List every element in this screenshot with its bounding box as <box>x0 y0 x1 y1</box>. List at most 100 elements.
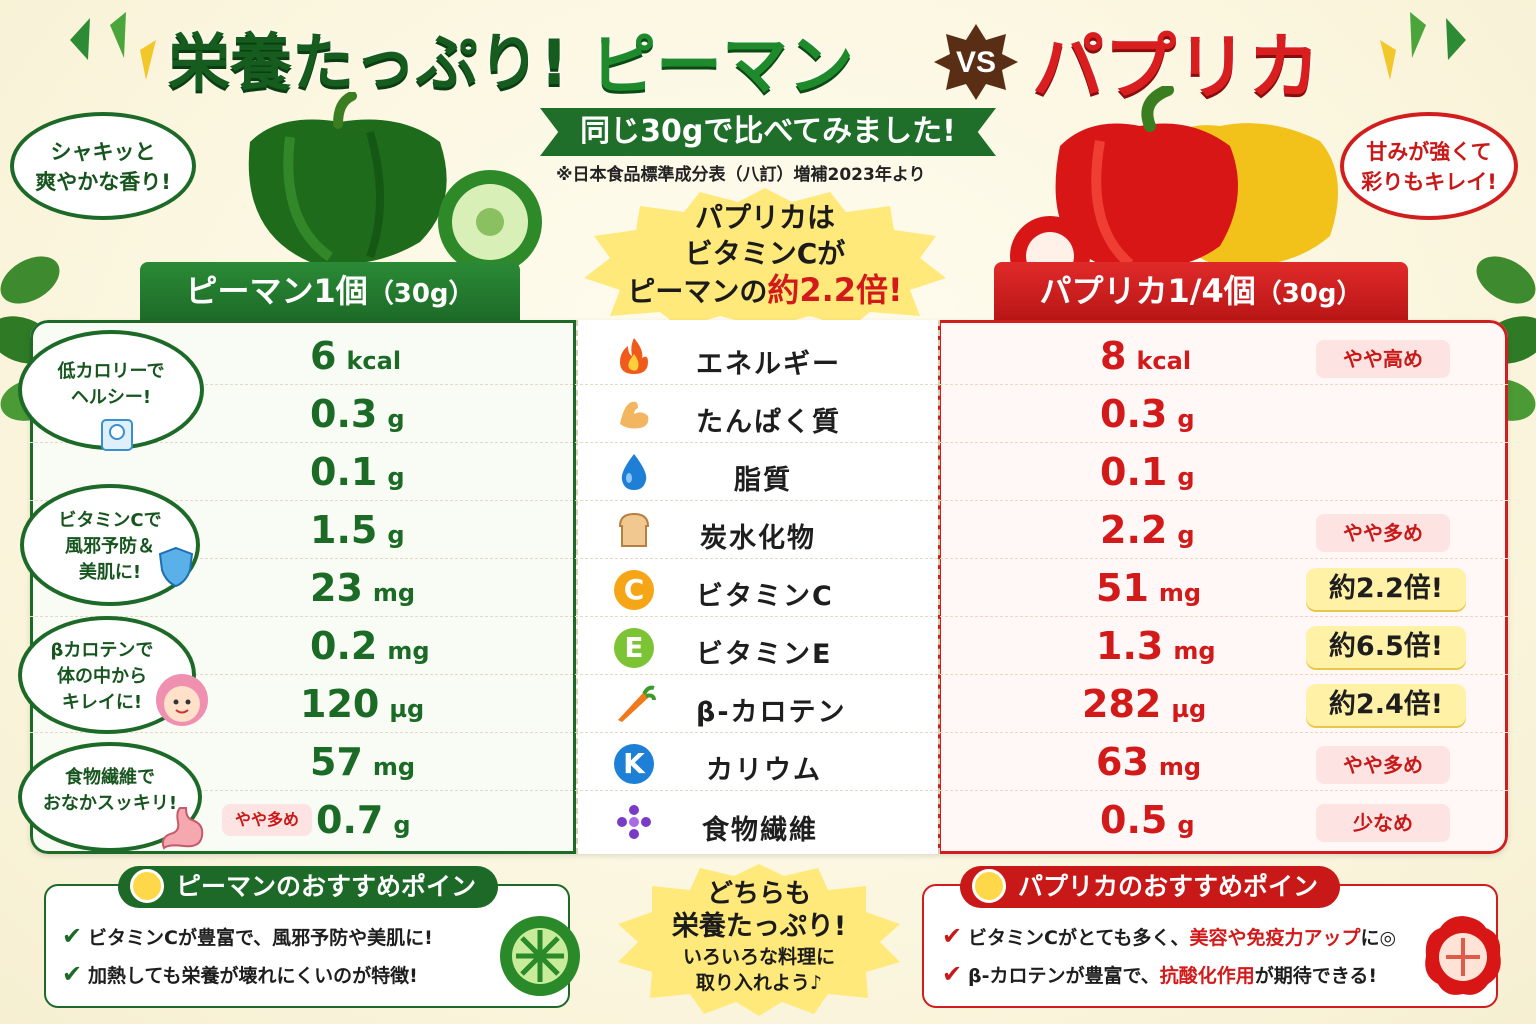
burst-line2: ビタミンCが <box>684 237 846 270</box>
paprika-header-weight: （30g） <box>1255 279 1363 309</box>
subtitle-ribbon: 同じ30gで比べてみました! <box>540 108 996 156</box>
piman-unit: g <box>387 463 405 491</box>
check-icon: ✔ <box>942 960 963 988</box>
paprika-value: 282 <box>1082 682 1162 726</box>
row-divider <box>30 558 1508 559</box>
comparison-tag: 約6.5倍! <box>1306 626 1466 668</box>
paprika-value: 1.3 <box>1096 624 1164 668</box>
paprika-unit: µg <box>1171 695 1207 723</box>
nutrient-name: ビタミンC <box>696 581 834 612</box>
comparison-tag: 約2.2倍! <box>1306 568 1466 610</box>
nutrient-name: エネルギー <box>696 349 841 380</box>
piman-point-text: 加熱しても栄養が壊れにくいのが特徴! <box>88 965 418 987</box>
piman-unit: g <box>387 405 405 433</box>
nutrient-name: 炭水化物 <box>700 523 816 554</box>
bottom-burst: どちらも 栄養たっぷり! いろいろな料理に 取り入れよう♪ <box>630 878 888 996</box>
table-row-potassium-paprika: 63 mg <box>1096 740 1201 784</box>
bubble-line: おなかスッキリ! <box>42 793 178 814</box>
row-divider <box>30 384 1508 385</box>
paprika-value: 0.1 <box>1100 450 1168 494</box>
green-pepper-illustration <box>248 92 542 268</box>
stomach-icon <box>161 807 204 850</box>
piman-column-header: ピーマン1個（30g） <box>140 262 520 322</box>
check-icon: ✔ <box>62 922 83 950</box>
paprika-point-text: に◎ <box>1360 927 1397 949</box>
bottom-burst-line3: いろいろな料理に <box>682 946 835 968</box>
fiber-dots-icon <box>617 805 651 839</box>
paprika-point-highlight: 美容や免疫力アップ <box>1189 927 1361 949</box>
column-divider <box>576 320 578 854</box>
table-row-potassium-piman: 57 mg <box>310 740 415 784</box>
bubble-paprika-sweet: 甘みが強くて 彩りもキレイ! <box>1340 112 1518 220</box>
paprika-value: 8 <box>1100 334 1127 378</box>
vitamin-c-icon: C <box>614 570 654 610</box>
piman-unit: mg <box>372 579 416 607</box>
title-rays-left-icon <box>70 12 156 80</box>
bubble-line: 爽やかな香り! <box>35 170 171 194</box>
row-divider <box>30 732 1508 733</box>
paprika-point-1: ✔ ビタミンCがとても多く、美容や免疫力アップに◎ <box>942 922 1396 950</box>
table-row-fat-piman: 0.1 g <box>310 450 405 494</box>
nutrient-name: 食物繊維 <box>702 815 818 846</box>
burst-line3-prefix: ピーマンの <box>627 275 768 308</box>
bubble-line: 風邪予防＆ <box>65 536 155 557</box>
piman-value: 57 <box>310 740 363 784</box>
paprika-unit: mg <box>1173 637 1216 665</box>
scale-icon <box>101 419 133 451</box>
table-row-protein-piman: 0.3 g <box>310 392 405 436</box>
comparison-tag: やや多め <box>1316 746 1450 784</box>
potassium-k-icon: K <box>614 744 654 784</box>
column-divider <box>938 320 940 854</box>
water-drop-icon <box>621 454 647 490</box>
paprika-value: 0.3 <box>1100 392 1168 436</box>
table-row-carbs-paprika: 2.2 g <box>1100 508 1195 552</box>
title-part3: パプリカ <box>1032 25 1321 109</box>
bottom-burst-shape <box>618 864 900 1016</box>
piman-value: 6 <box>310 334 337 378</box>
paprika-point-text: β-カロテンが豊富で、 <box>968 965 1160 987</box>
fire-icon <box>620 338 648 374</box>
bread-icon <box>618 512 650 547</box>
check-icon: ✔ <box>62 960 83 988</box>
piman-value: 23 <box>310 566 363 610</box>
row-divider <box>30 442 1508 443</box>
piman-header-label: ピーマン1個 <box>185 272 368 310</box>
paprika-point-text: が期待できる! <box>1254 965 1378 987</box>
paprika-value: 0.5 <box>1100 798 1168 842</box>
bubble-line: シャキッと <box>50 140 156 164</box>
paprika-unit: kcal <box>1136 347 1192 375</box>
bubble-line: 彩りもキレイ! <box>1361 170 1497 194</box>
piman-value: 120 <box>300 682 380 726</box>
paprika-unit: g <box>1177 811 1195 839</box>
comparison-tag: 約2.4倍! <box>1306 684 1466 726</box>
title-part1: 栄養たっぷり! <box>168 26 569 99</box>
paprika-unit: mg <box>1158 579 1202 607</box>
piman-unit: µg <box>389 695 425 723</box>
bubble-line: βカロテンで <box>50 640 154 661</box>
paprika-card-header: パプリカのおすすめポイント <box>960 866 1340 943</box>
bubble-line: 美肌に! <box>78 562 142 583</box>
paprika-column-header: パプリカ1/4個（30g） <box>994 262 1408 322</box>
nutrition-table: 6 kcal エネルギー 8 kcal やや高め 0.3 g たんぱく質 0.3 g 0… <box>30 320 1508 854</box>
bottom-burst-line1: どちらも <box>706 879 811 909</box>
piman-card-title: ピーマンのおすすめポイント <box>176 872 477 943</box>
paprika-unit: g <box>1177 405 1195 433</box>
paprika-value: 2.2 <box>1100 508 1168 552</box>
lightbulb-icon <box>972 869 1006 903</box>
piman-unit: mg <box>387 637 430 665</box>
paprika-unit: g <box>1177 521 1195 549</box>
carrot-icon <box>618 685 656 722</box>
paprika-unit: g <box>1177 463 1195 491</box>
burst-line3-highlight: 約2.2倍! <box>767 271 903 309</box>
comparison-tag: 少なめ <box>1316 804 1450 842</box>
red-paprika-slice-icon <box>1425 916 1501 995</box>
bubble-line: キレイに! <box>61 692 143 713</box>
paprika-value: 63 <box>1096 740 1149 784</box>
nutrient-name: β-カロテン <box>696 697 847 728</box>
paprika-point-text: ビタミンCがとても多く、 <box>968 927 1190 949</box>
table-row-energy-piman: 6 kcal <box>310 334 401 378</box>
paprika-card-title: パプリカのおすすめポイント <box>1018 872 1319 943</box>
nutrient-name: 脂質 <box>734 465 792 496</box>
piman-unit: g <box>393 811 411 839</box>
muscle-icon <box>620 401 649 429</box>
